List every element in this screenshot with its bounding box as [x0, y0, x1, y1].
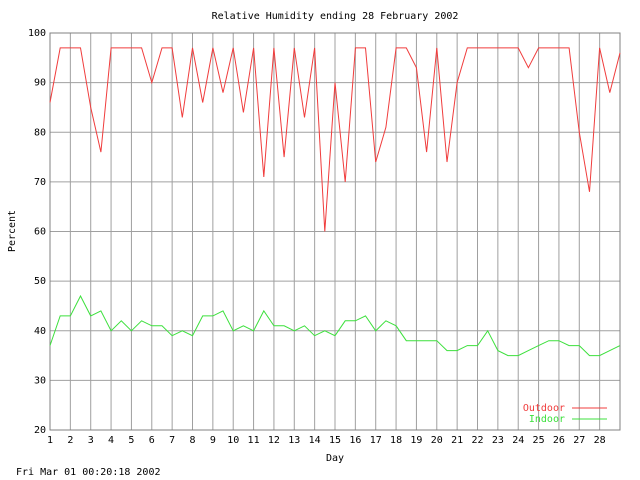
y-tick-label: 80 — [34, 127, 46, 138]
data-line — [49, 47, 621, 232]
y-tick-label: 70 — [34, 177, 46, 188]
x-tick-label: 15 — [329, 435, 341, 446]
chart-title: Relative Humidity ending 28 February 200… — [212, 11, 459, 22]
y-tick-label: 100 — [28, 28, 46, 39]
x-tick-label: 14 — [309, 435, 321, 446]
plot-frame — [49, 32, 621, 431]
x-tick-label: 27 — [573, 435, 585, 446]
x-tick-label: 24 — [512, 435, 524, 446]
x-tick-label: 5 — [128, 435, 134, 446]
y-tick-label: 90 — [34, 78, 46, 89]
x-tick-label: 1 — [47, 435, 53, 446]
x-tick-label: 16 — [349, 435, 361, 446]
x-tick-label: 28 — [594, 435, 606, 446]
legend-label: Outdoor — [523, 403, 565, 414]
x-tick-label: 4 — [108, 435, 114, 446]
x-tick-label: 6 — [149, 435, 155, 446]
x-tick-label: 23 — [492, 435, 504, 446]
x-tick-label: 18 — [390, 435, 402, 446]
x-tick-label: 3 — [88, 435, 94, 446]
x-tick-label: 26 — [553, 435, 565, 446]
x-tick-label: 11 — [248, 435, 260, 446]
x-tick-label: 20 — [431, 435, 443, 446]
y-tick-label: 20 — [34, 425, 46, 436]
x-tick-label: 2 — [67, 435, 73, 446]
x-tick-label: 21 — [451, 435, 463, 446]
x-axis-label: Day — [326, 453, 344, 464]
x-tick-label: 12 — [268, 435, 280, 446]
y-tick-label: 30 — [34, 375, 46, 386]
y-tick-label: 40 — [34, 326, 46, 337]
x-tick-label: 19 — [410, 435, 422, 446]
x-tick-label: 9 — [210, 435, 216, 446]
y-tick-label: 60 — [34, 227, 46, 238]
x-tick-label: 25 — [533, 435, 545, 446]
x-tick-label: 10 — [227, 435, 239, 446]
footer-timestamp: Fri Mar 01 00:20:18 2002 — [16, 467, 161, 478]
x-tick-label: 7 — [169, 435, 175, 446]
y-axis-label: Percent — [7, 210, 18, 252]
x-tick-label: 13 — [288, 435, 300, 446]
data-line — [49, 294, 621, 357]
x-tick-label: 17 — [370, 435, 382, 446]
x-tick-label: 8 — [189, 435, 195, 446]
x-tick-label: 22 — [471, 435, 483, 446]
y-tick-label: 50 — [34, 276, 46, 287]
legend-label: Indoor — [529, 414, 565, 425]
